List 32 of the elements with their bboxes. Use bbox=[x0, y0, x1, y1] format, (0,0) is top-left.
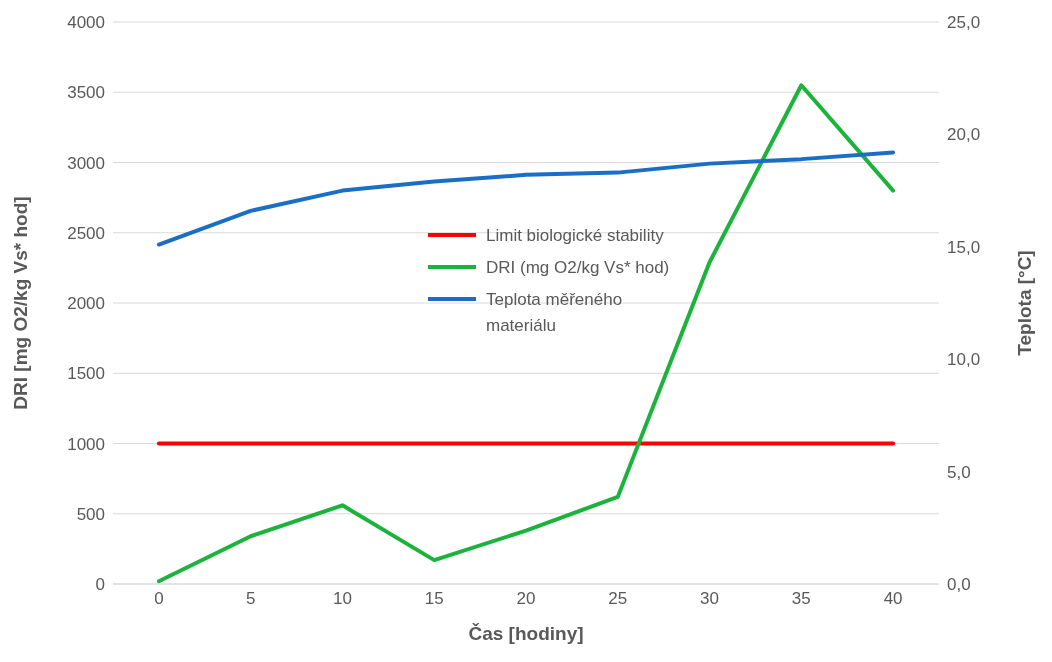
x-axis-title: Čas [hodiny] bbox=[468, 623, 584, 644]
y-tick-label: 4000 bbox=[67, 13, 105, 33]
x-tick-label: 5 bbox=[245, 589, 256, 609]
y2-tick-label: 20,0 bbox=[947, 125, 981, 145]
y2-axis-title: Teplota [°C] bbox=[1013, 250, 1035, 356]
x-tick-label: 25 bbox=[608, 589, 628, 609]
x-tick-label: 10 bbox=[332, 589, 352, 609]
y-tick-label: 500 bbox=[76, 504, 105, 524]
legend-label: Limit biologické stability bbox=[486, 225, 664, 247]
y-tick-label: 3500 bbox=[67, 83, 105, 103]
x-tick-label: 40 bbox=[883, 589, 903, 609]
y-tick-label: 1500 bbox=[67, 364, 105, 384]
y2-tick-label: 0,0 bbox=[947, 575, 971, 595]
legend-label: DRI (mg O2/kg Vs* hod) bbox=[486, 257, 670, 279]
legend-label: Teplota měřeného materiálu bbox=[486, 289, 624, 337]
y-tick-label: 0 bbox=[95, 575, 105, 595]
y-tick-label: 1000 bbox=[67, 434, 105, 454]
x-tick-label: 20 bbox=[516, 589, 536, 609]
x-tick-label: 35 bbox=[791, 589, 811, 609]
line-series bbox=[156, 83, 896, 584]
y2-tick-label: 25,0 bbox=[947, 13, 981, 33]
x-tick-label: 30 bbox=[700, 589, 720, 609]
y2-tick-label: 15,0 bbox=[947, 237, 981, 257]
x-tick-label: 0 bbox=[154, 589, 164, 609]
x-tick-label: 15 bbox=[424, 589, 444, 609]
y-axis-title: DRI [mg O2/kg Vs* hod] bbox=[9, 196, 31, 410]
line-series bbox=[156, 150, 896, 247]
y2-tick-label: 10,0 bbox=[947, 350, 981, 370]
y-tick-label: 3000 bbox=[67, 153, 105, 173]
y2-tick-label: 5,0 bbox=[947, 462, 971, 482]
y-tick-label: 2000 bbox=[67, 294, 105, 314]
y-tick-label: 2500 bbox=[67, 223, 105, 243]
